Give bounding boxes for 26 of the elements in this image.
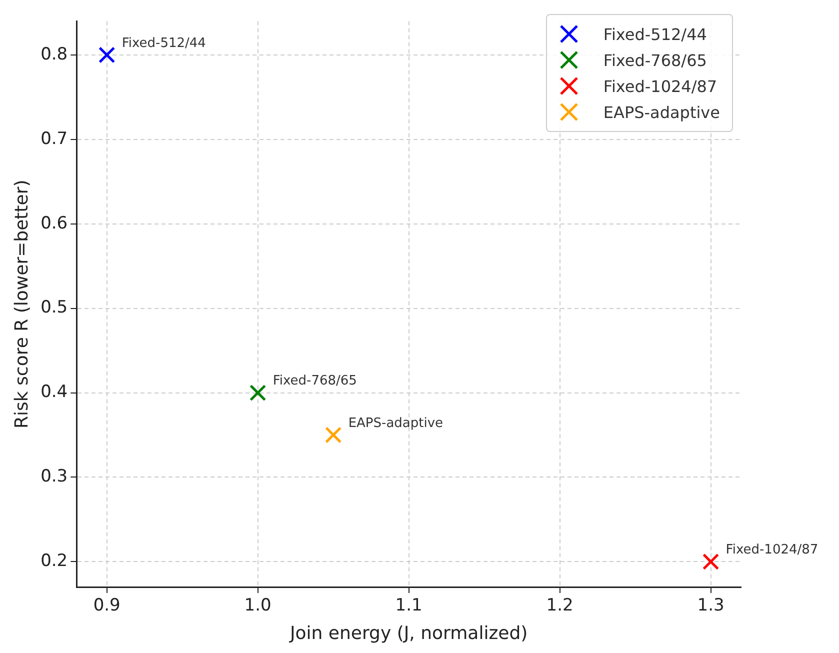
point	[325, 426, 342, 444]
legend-label: Fixed-1024/87	[603, 76, 718, 96]
x-tick-label: 1.1	[395, 596, 422, 616]
y-tick-label: 0.6	[40, 213, 68, 234]
annotation: EAPS-adaptive	[348, 416, 444, 431]
x-tick-label: 1.0	[244, 596, 272, 616]
x-axis-title: Join energy (J, normalized)	[288, 622, 528, 644]
y-tick-label: 0.7	[40, 128, 68, 149]
y-tick-label: 0.8	[40, 44, 68, 64]
annotation: Fixed-768/65	[272, 374, 357, 389]
x-tick-label: 0.9	[93, 596, 120, 616]
point	[98, 46, 116, 64]
y-tick-label: 0.2	[40, 551, 68, 572]
y-tick-label: 0.4	[40, 382, 68, 402]
point	[250, 384, 266, 402]
point	[702, 553, 720, 570]
y-tick-label: 0.5	[40, 298, 68, 318]
annotation: Fixed-512/44	[122, 36, 206, 51]
legend-label: Fixed-768/65	[603, 50, 707, 70]
y-tick-label: 0.3	[40, 466, 68, 487]
legend-label: Fixed-512/44	[603, 24, 707, 44]
x-tick-label: 1.3	[697, 596, 724, 616]
annotation: Fixed-1024/87	[726, 542, 818, 558]
legend-label: EAPS-adaptive	[603, 102, 720, 122]
x-tick-label: 1.2	[546, 596, 574, 616]
y-axis-title: Risk score R (lower=better)	[11, 180, 32, 428]
